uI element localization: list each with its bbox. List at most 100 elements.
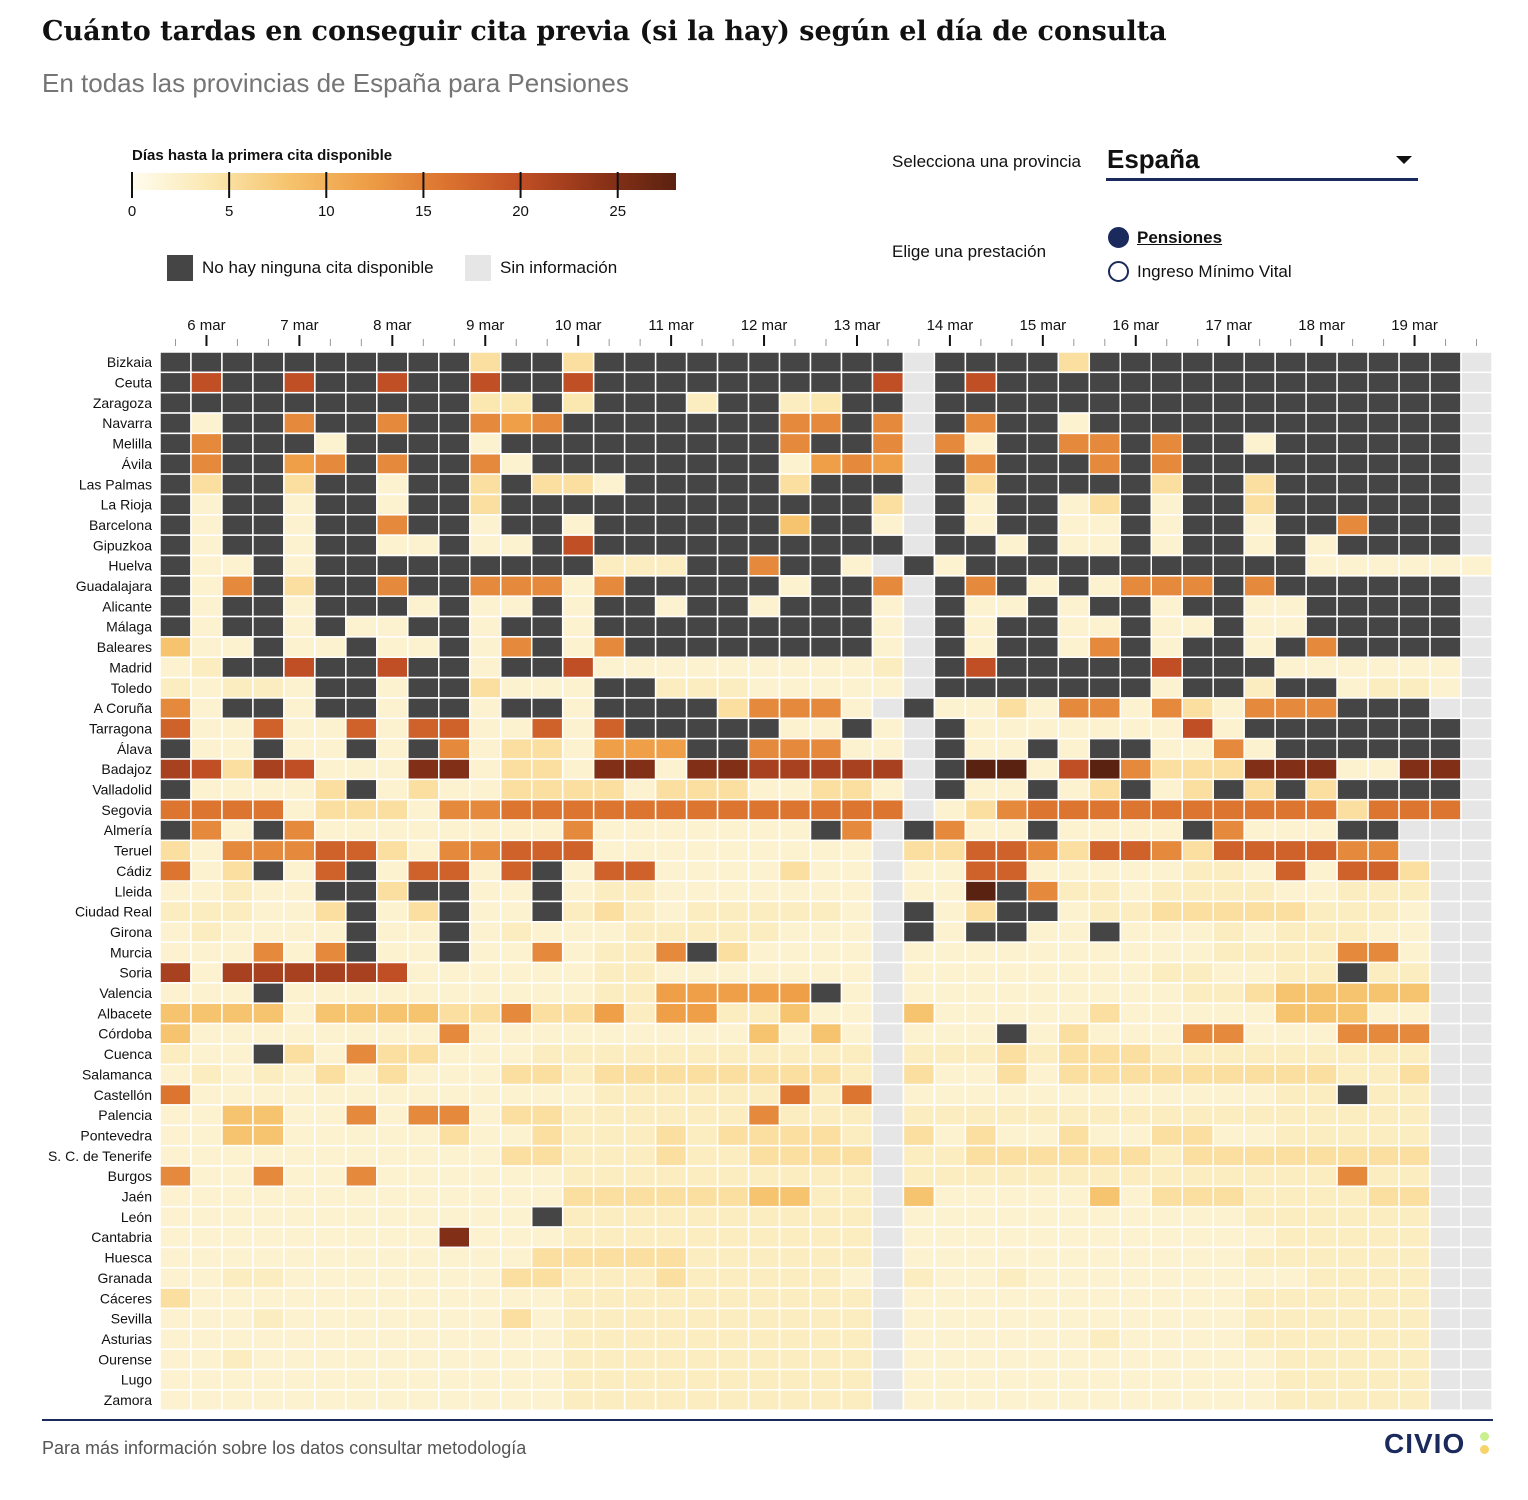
heatmap-cell <box>190 758 223 781</box>
heatmap-cell <box>1057 514 1091 536</box>
heatmap-cell <box>1119 697 1153 720</box>
heatmap-cell <box>345 1043 378 1066</box>
heatmap-cell <box>592 595 626 618</box>
heatmap-cell <box>1367 1144 1400 1167</box>
heatmap-cell <box>995 391 1029 414</box>
heatmap-cell <box>716 1002 750 1025</box>
heatmap-cell <box>190 554 223 577</box>
heatmap-cell <box>933 1267 967 1289</box>
heatmap-cell <box>747 839 781 862</box>
heatmap-cell <box>469 514 502 536</box>
heatmap-cell <box>561 1267 595 1289</box>
heatmap-cell <box>716 371 750 394</box>
heatmap-cell <box>345 697 378 720</box>
heatmap-cell <box>190 636 223 658</box>
heatmap-cell <box>1057 941 1091 964</box>
radio-imv-label[interactable]: Ingreso Mínimo Vital <box>1137 262 1292 281</box>
heatmap-cell <box>1367 798 1400 821</box>
heatmap-cell <box>1057 391 1091 414</box>
heatmap-cell <box>469 880 502 903</box>
heatmap-cell <box>530 880 564 903</box>
heatmap-cell <box>933 514 967 536</box>
heatmap-cell <box>871 717 905 740</box>
heatmap-cell <box>1026 1368 1060 1391</box>
heatmap-cell <box>1305 1205 1338 1228</box>
row-label: Granada <box>98 1270 153 1286</box>
x-tick-label: 15 mar <box>1019 317 1066 334</box>
province-select[interactable]: España <box>1106 140 1418 181</box>
heatmap-cell <box>1460 1287 1493 1310</box>
heatmap-cell <box>376 1063 409 1086</box>
methodology-note[interactable]: Para más información sobre los datos con… <box>42 1438 527 1458</box>
heatmap-cell <box>809 493 843 516</box>
heatmap-cell <box>1398 615 1431 638</box>
heatmap-cell <box>252 575 285 597</box>
heatmap-cell <box>407 1022 440 1045</box>
heatmap-cell <box>283 676 316 699</box>
heatmap-cell <box>716 391 750 414</box>
heatmap-cell <box>995 595 1029 618</box>
heatmap-cell <box>376 473 409 496</box>
heatmap-cell <box>778 1002 812 1025</box>
heatmap-cell <box>1088 1144 1122 1167</box>
logo-dot-icon <box>1480 1432 1489 1441</box>
heatmap-cell <box>623 1328 657 1350</box>
heatmap-cell <box>1398 1226 1431 1249</box>
heatmap-cell <box>1429 819 1462 842</box>
heatmap-cell <box>221 880 254 903</box>
heatmap-cell <box>469 1063 502 1086</box>
heatmap-cell <box>499 1328 533 1350</box>
heatmap-cell <box>902 1205 936 1228</box>
heatmap-cell <box>1243 798 1276 821</box>
heatmap-cell <box>778 371 812 394</box>
heatmap-cell <box>530 900 564 923</box>
heatmap-cell <box>747 1144 781 1167</box>
heatmap-cell <box>1088 921 1122 943</box>
radio-pensiones-label[interactable]: Pensiones <box>1137 228 1223 247</box>
heatmap-cell <box>530 391 564 414</box>
heatmap-cell <box>995 717 1029 740</box>
heatmap-cell <box>902 1144 936 1167</box>
heatmap-cell <box>778 473 812 496</box>
heatmap-cell <box>1181 1144 1214 1167</box>
heatmap-cell <box>1398 595 1431 618</box>
heatmap-cell <box>995 880 1029 903</box>
heatmap-cell <box>438 1104 471 1127</box>
heatmap-cell <box>561 1063 595 1086</box>
heatmap-cell <box>1026 1328 1060 1350</box>
row-label: Pontevedra <box>80 1127 152 1143</box>
heatmap-cell <box>685 839 719 862</box>
heatmap-cell <box>345 595 378 618</box>
heatmap-cell <box>376 1185 409 1208</box>
heatmap-cell <box>1150 1368 1183 1391</box>
heatmap-cell <box>407 1124 440 1147</box>
heatmap-cell <box>1119 351 1153 374</box>
heatmap-cell <box>995 778 1029 801</box>
heatmap-cell <box>1336 391 1369 414</box>
heatmap-cell <box>685 921 719 943</box>
heatmap-cell <box>747 1246 781 1269</box>
heatmap-cell <box>778 1165 812 1188</box>
heatmap-cell <box>1336 636 1369 658</box>
heatmap-cell <box>654 1124 688 1147</box>
heatmap-cell <box>252 1022 285 1045</box>
heatmap-cell <box>561 798 595 821</box>
heatmap-cell <box>283 1267 316 1289</box>
heatmap-cell <box>252 554 285 577</box>
heatmap-cell <box>1057 1144 1091 1167</box>
heatmap-cell <box>469 615 502 638</box>
heatmap-cell <box>499 615 533 638</box>
heatmap-cell <box>1181 1063 1214 1086</box>
radio-imv[interactable] <box>1108 261 1129 282</box>
heatmap-cell <box>902 1226 936 1249</box>
radio-pensiones[interactable] <box>1108 227 1129 248</box>
heatmap-cell <box>469 473 502 496</box>
legend-title: Días hasta la primera cita disponible <box>132 147 393 164</box>
legend-tick-label: 10 <box>318 203 335 220</box>
heatmap-cell <box>592 839 626 862</box>
heatmap-cell <box>1026 595 1060 618</box>
heatmap-cell <box>438 1165 471 1188</box>
civio-logo[interactable]: CIVIO <box>1384 1428 1466 1459</box>
heatmap-cell <box>592 880 626 903</box>
heatmap-cell <box>530 493 564 516</box>
